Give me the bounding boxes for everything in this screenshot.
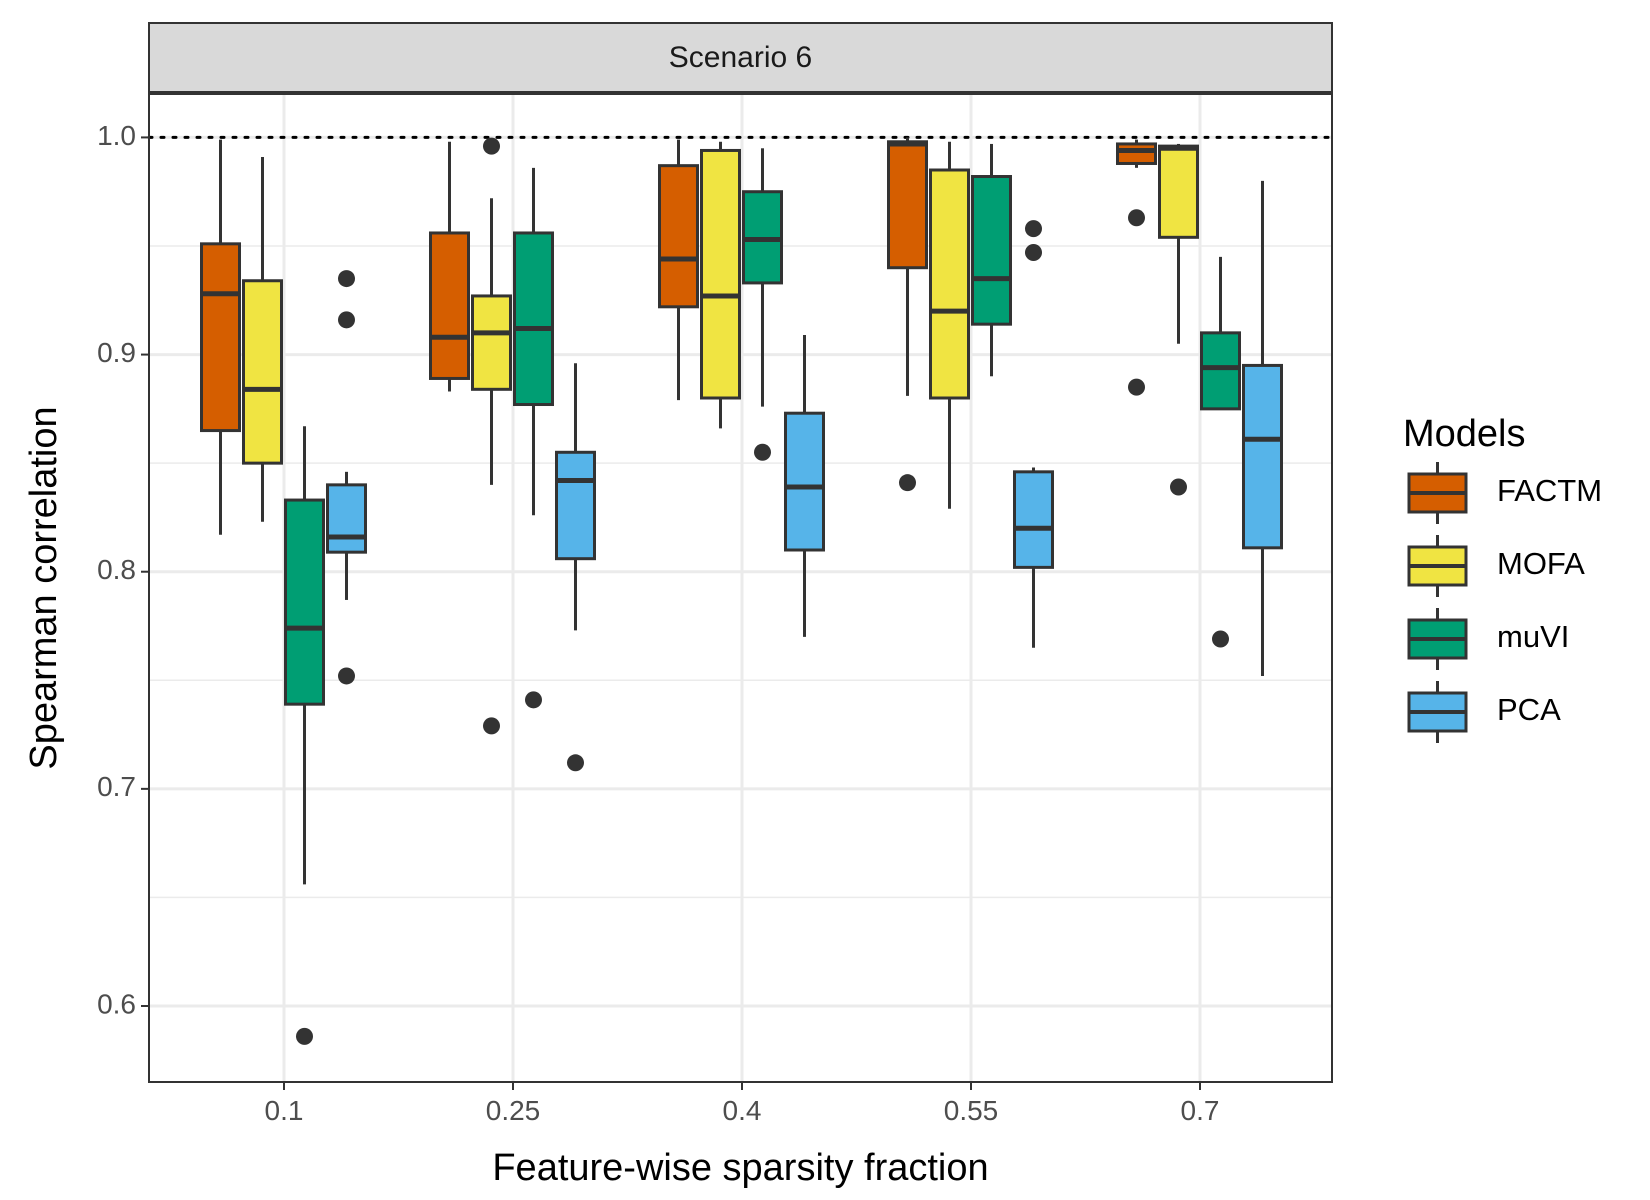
outlier-point xyxy=(525,691,542,709)
x-tick-label: 0.55 xyxy=(944,1095,999,1126)
box-body xyxy=(284,498,325,706)
y-tick-label: 1.0 xyxy=(97,120,136,151)
legend-item-muvi: muVI xyxy=(1407,608,1569,670)
box-factm-0.55 xyxy=(887,137,928,492)
outlier-point xyxy=(483,137,500,155)
box-body xyxy=(1013,470,1054,569)
series-factm xyxy=(200,137,1157,535)
box-body xyxy=(555,450,596,561)
outlier-point xyxy=(1025,220,1042,238)
outlier-point xyxy=(1212,630,1229,648)
outlier-point xyxy=(1025,244,1042,262)
outlier-point xyxy=(338,311,355,329)
y-tick-label: 0.7 xyxy=(97,771,136,802)
box-body xyxy=(929,168,970,400)
legend-label: muVI xyxy=(1497,619,1569,654)
outlier-point xyxy=(483,717,500,735)
boxes-layer xyxy=(200,137,1283,1045)
box-factm-0.7 xyxy=(1116,139,1157,396)
box-muvi-0.55 xyxy=(971,143,1012,377)
box-mofa-0.25 xyxy=(471,137,512,735)
legend-item-factm: FACTM xyxy=(1407,462,1602,524)
y-axis-title: Spearman correlation xyxy=(23,406,65,769)
box-mofa-0.7 xyxy=(1158,143,1199,496)
outlier-point xyxy=(338,270,355,288)
box-muvi-0.1 xyxy=(284,426,325,1045)
box-body xyxy=(1242,363,1283,550)
legend-label: FACTM xyxy=(1497,473,1602,508)
series-muvi xyxy=(284,143,1241,1045)
box-pca-0.25 xyxy=(555,363,596,772)
box-mofa-0.4 xyxy=(700,141,741,429)
series-mofa xyxy=(242,137,1199,735)
box-factm-0.1 xyxy=(200,139,241,535)
box-body xyxy=(1158,144,1199,239)
box-factm-0.25 xyxy=(429,141,470,392)
legend: Models FACTM MOFA muVI PCA xyxy=(1403,413,1602,743)
box-body xyxy=(471,294,512,391)
x-axis-title: Feature-wise sparsity fraction xyxy=(492,1147,988,1189)
x-tick-label: 0.1 xyxy=(265,1095,304,1126)
axes-layer: 0.6 0.7 0.8 0.9 1.0 0.1 0.25 0.4 0.55 0.7 xyxy=(97,120,1219,1126)
outlier-point xyxy=(754,443,771,461)
box-mofa-0.55 xyxy=(929,141,970,509)
x-tick-label: 0.4 xyxy=(723,1095,762,1126)
x-tick-label: 0.7 xyxy=(1181,1095,1220,1126)
box-pca-0.4 xyxy=(784,335,825,637)
outlier-point xyxy=(296,1027,313,1045)
y-tick-label: 0.8 xyxy=(97,554,136,585)
panel-border xyxy=(148,93,1333,1083)
box-body xyxy=(429,231,470,380)
legend-item-pca: PCA xyxy=(1407,681,1561,743)
box-muvi-0.25 xyxy=(513,167,554,709)
facet-strip: Scenario 6 xyxy=(148,22,1333,93)
box-mofa-0.1 xyxy=(242,156,283,522)
box-body xyxy=(700,148,741,400)
y-tick-label: 0.6 xyxy=(97,988,136,1019)
y-tick-label: 0.9 xyxy=(97,337,136,368)
outlier-point xyxy=(567,754,584,772)
outlier-point xyxy=(1128,378,1145,396)
box-pca-0.7 xyxy=(1242,180,1283,676)
box-pca-0.55 xyxy=(1013,220,1054,648)
box-body xyxy=(971,175,1012,326)
box-body xyxy=(326,483,367,554)
box-factm-0.4 xyxy=(658,139,699,401)
box-pca-0.1 xyxy=(326,270,367,685)
outlier-point xyxy=(1128,209,1145,227)
outlier-point xyxy=(338,667,355,685)
outlier-point xyxy=(1170,478,1187,496)
facet-strip-background xyxy=(148,22,1333,93)
box-body xyxy=(887,140,928,270)
series-pca xyxy=(326,180,1283,772)
x-tick-label: 0.25 xyxy=(486,1095,541,1126)
legend-item-mofa: MOFA xyxy=(1407,535,1585,597)
box-body xyxy=(242,279,283,465)
legend-title: Models xyxy=(1403,413,1526,455)
box-muvi-0.4 xyxy=(742,148,783,461)
box-body xyxy=(658,164,699,309)
legend-label: MOFA xyxy=(1497,546,1585,581)
legend-label: PCA xyxy=(1497,692,1561,727)
facet-strip-label: Scenario 6 xyxy=(669,41,812,74)
box-body xyxy=(1200,331,1241,411)
box-body xyxy=(784,411,825,552)
box-body xyxy=(200,242,241,433)
box-muvi-0.7 xyxy=(1200,256,1241,648)
box-body xyxy=(513,231,554,407)
outlier-point xyxy=(899,474,916,492)
box-body xyxy=(1116,142,1157,165)
